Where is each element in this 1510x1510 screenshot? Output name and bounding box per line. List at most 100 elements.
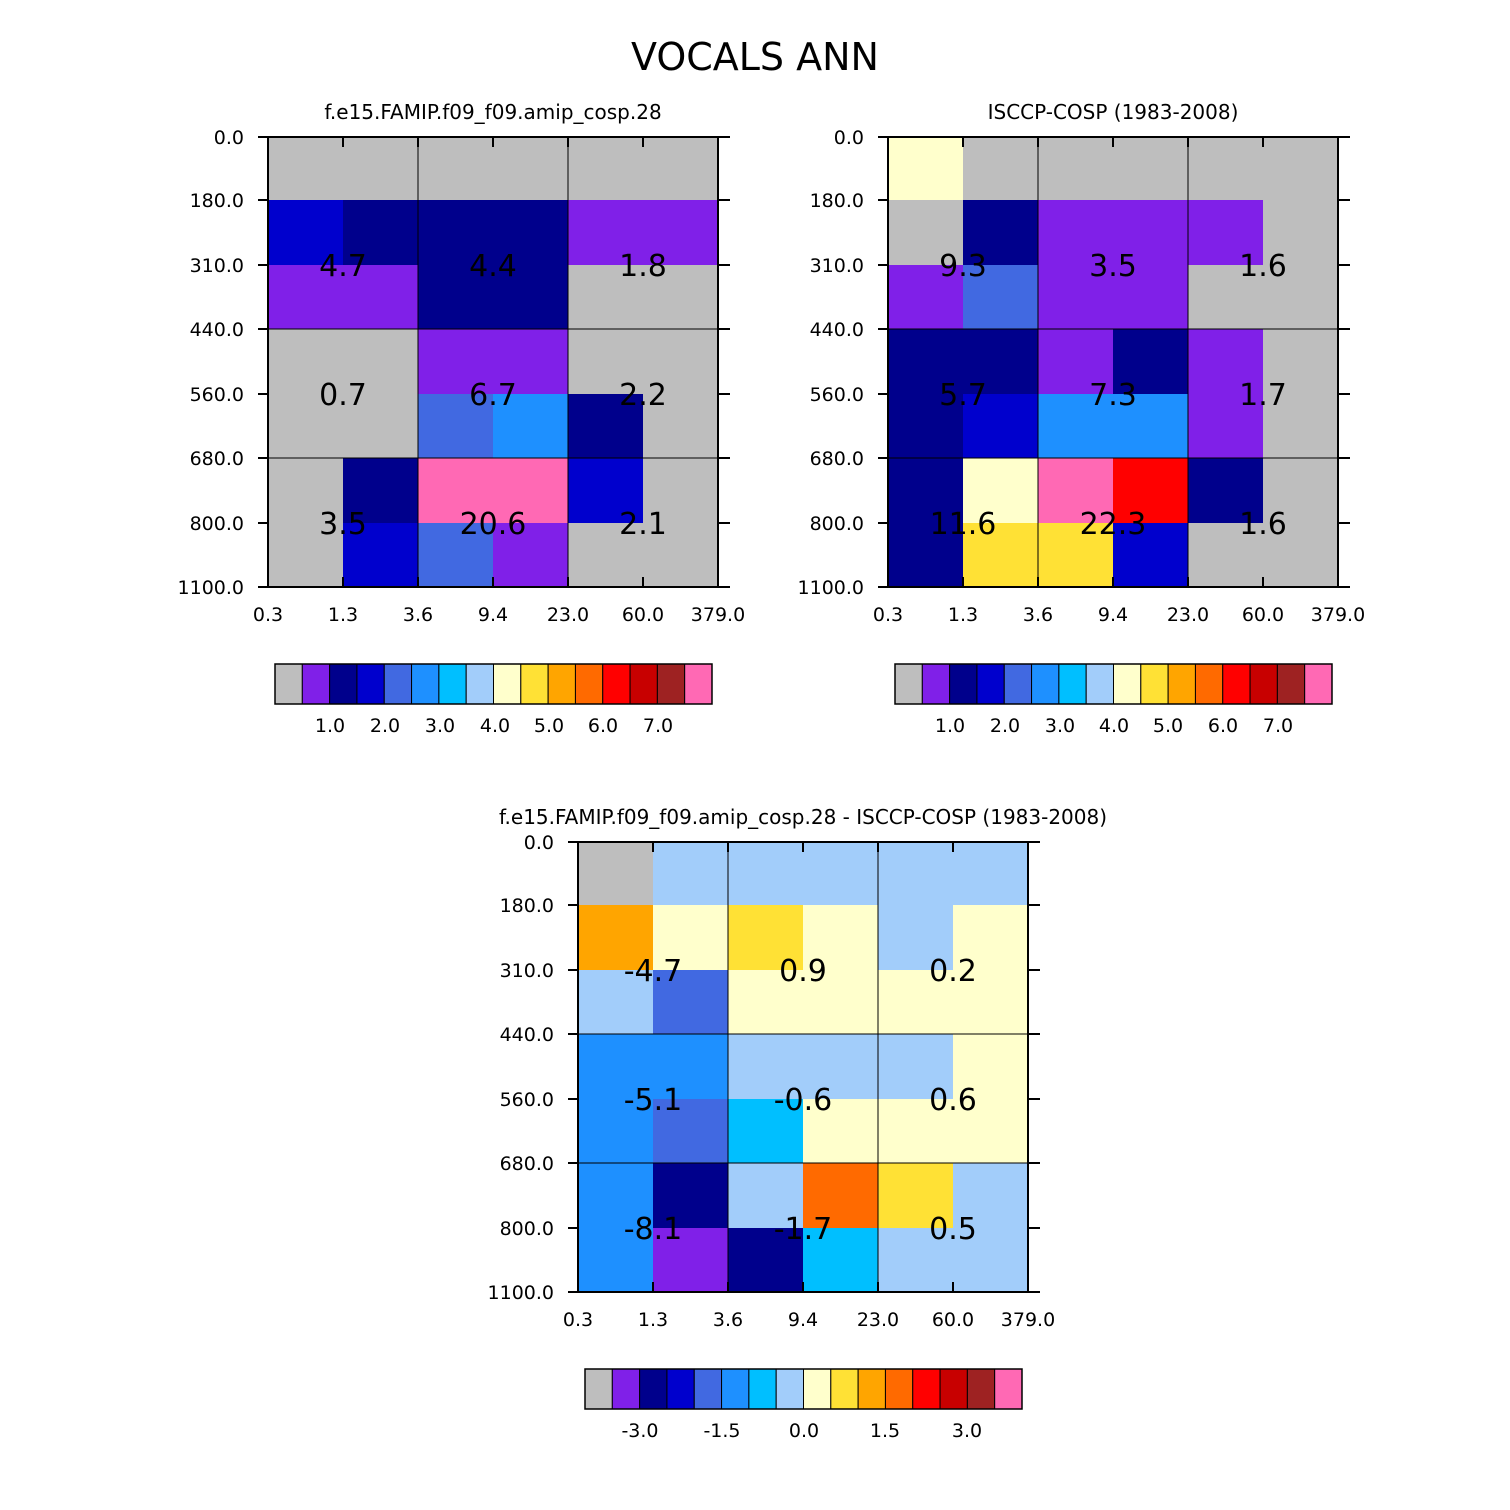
group-value-label: 3.5: [319, 507, 367, 542]
heatmap-cell: [878, 1034, 954, 1100]
heatmap-cell: [493, 523, 569, 588]
colorbar-swatch: [584, 1368, 613, 1410]
y-tick-label: 680.0: [810, 448, 864, 470]
y-tick-label: 680.0: [190, 448, 244, 470]
colorbar-label: 3.0: [952, 1420, 982, 1442]
group-value-label: 0.5: [929, 1212, 977, 1247]
group-value-label: 7.3: [1089, 378, 1137, 413]
heatmap-cell: [568, 523, 644, 588]
panel-3: 0.3 1.3 3.6 9.4 23.0 60.0 379.0 0.0 180.0 310.0 44…: [488, 805, 1108, 1442]
group-value-label: 0.7: [319, 378, 367, 413]
colorbar-swatch: [1194, 663, 1224, 705]
heatmap-cell: [493, 200, 569, 266]
panel-2: 0.3 1.3 3.6 9.4 23.0 60.0 379.0 0.0 180.0 310.0 44…: [798, 100, 1366, 737]
heatmap-cell: [418, 394, 494, 459]
group-value-label: -8.1: [624, 1212, 683, 1247]
colorbar-swatch: [775, 1368, 804, 1410]
heatmap-cell: [888, 523, 964, 588]
x-tick-label: 1.3: [328, 604, 358, 626]
heatmap-cell: [1113, 329, 1189, 395]
heatmap-cell: [568, 137, 644, 201]
heatmap-cell: [1188, 137, 1264, 201]
colorbar-swatch: [830, 1368, 859, 1410]
heatmap-cell: [643, 137, 719, 201]
heatmap-cell: [1263, 137, 1339, 201]
heatmap-cell: [1263, 394, 1339, 459]
colorbar-swatch: [383, 663, 413, 705]
x-tick-label: 1.3: [638, 1309, 668, 1331]
heatmap-cell: [878, 970, 954, 1035]
heatmap-cell: [728, 905, 804, 971]
group-value-label: 5.7: [939, 378, 987, 413]
heatmap-cell: [878, 1228, 954, 1293]
colorbar-swatch: [656, 663, 686, 705]
colorbar-swatch: [1031, 663, 1060, 705]
heatmap-cell: [343, 265, 419, 330]
y-tick-label: 1100.0: [798, 577, 864, 599]
group-value-label: 6.7: [469, 378, 517, 413]
heatmap-cell: [578, 1099, 654, 1164]
group-value-label: 4.7: [319, 249, 367, 284]
heatmap-cell: [963, 265, 1039, 330]
y-tick-label: 800.0: [500, 1218, 554, 1240]
heatmap-cell: [1113, 265, 1189, 330]
y-tick-label: 180.0: [190, 190, 244, 212]
heatmap-cell: [728, 1163, 804, 1229]
heatmap-cell: [803, 1163, 879, 1229]
heatmap-cell: [568, 265, 644, 330]
group-value-label: 22.3: [1080, 507, 1147, 542]
colorbar-label: -1.5: [703, 1420, 740, 1442]
x-tick-label: 9.4: [478, 604, 508, 626]
colorbar-label: -3.0: [621, 1420, 658, 1442]
colorbar-frame: [894, 663, 1333, 705]
colorbar-label: 4.0: [480, 715, 510, 737]
colorbar-label: 1.0: [935, 715, 965, 737]
heatmap-cell: [578, 1228, 654, 1293]
colorbar-label: 5.0: [1153, 715, 1183, 737]
heatmap-cell: [268, 394, 344, 459]
colorbar-swatch: [602, 663, 631, 705]
y-tick-label: 310.0: [500, 960, 554, 982]
colorbar-swatch: [1058, 663, 1087, 705]
panel-1: 0.3 1.3 3.6 9.4 23.0 60.0 379.0 0.0 180.0 310.0 44…: [178, 100, 746, 737]
heatmap-cell: [343, 137, 419, 201]
heatmap-cell: [493, 265, 569, 330]
heatmap-cell: [953, 1228, 1029, 1293]
heatmap-cell: [268, 137, 344, 201]
heatmap-cell: [268, 523, 344, 588]
heatmap-cell: [953, 842, 1029, 906]
heatmap-cell: [1113, 458, 1189, 524]
colorbar-swatch: [884, 1368, 914, 1410]
heatmap-cell: [653, 970, 729, 1035]
x-tick-label: 0.3: [253, 604, 283, 626]
colorbar-swatch: [748, 1368, 777, 1410]
colorbar: 1.0 2.0 3.0 4.0 5.0 6.0 7.0: [274, 663, 713, 737]
group-value-label: -5.1: [624, 1083, 683, 1118]
heatmap-cell: [643, 523, 719, 588]
x-tick-label: 23.0: [1167, 604, 1209, 626]
heatmap-cell: [963, 137, 1039, 201]
x-tick-label: 3.6: [403, 604, 433, 626]
heatmap-cell: [343, 523, 419, 588]
x-tick-label: 379.0: [1001, 1309, 1055, 1331]
heatmap-cell: [1038, 265, 1114, 330]
y-tick-label: 310.0: [190, 255, 244, 277]
group-value-label: 1.6: [1239, 249, 1287, 284]
heatmap-cell: [568, 200, 644, 266]
colorbar-swatch: [994, 1368, 1023, 1410]
y-tick-label: 180.0: [500, 895, 554, 917]
colorbar-label: 7.0: [1263, 715, 1293, 737]
heatmap-cell: [953, 1099, 1029, 1164]
y-tick-label: 800.0: [190, 513, 244, 535]
y-tick-label: 180.0: [810, 190, 864, 212]
colorbar-swatch: [329, 663, 358, 705]
y-tick-label: 800.0: [810, 513, 864, 535]
heatmap-cell: [953, 905, 1029, 971]
y-tick-label: 560.0: [190, 384, 244, 406]
heatmap-cell: [643, 265, 719, 330]
heatmap-cell: [493, 329, 569, 395]
heatmap-cell: [643, 200, 719, 266]
colorbar-swatch: [857, 1368, 886, 1410]
group-value-label: 1.7: [1239, 378, 1287, 413]
heatmap-cell: [728, 1228, 804, 1293]
